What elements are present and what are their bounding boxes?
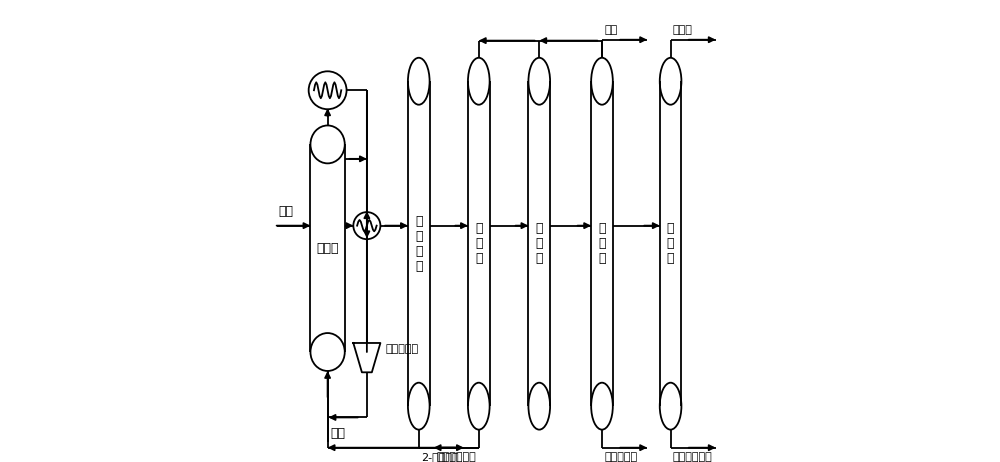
- Text: 脱
水
塔: 脱 水 塔: [536, 222, 543, 265]
- Ellipse shape: [468, 58, 490, 105]
- Text: 有机轻组分: 有机轻组分: [604, 452, 637, 462]
- Text: 废
水
塔: 废 水 塔: [598, 222, 606, 265]
- Text: 轻
组
分
塔: 轻 组 分 塔: [415, 215, 423, 273]
- Circle shape: [309, 71, 347, 109]
- Ellipse shape: [468, 383, 490, 430]
- Ellipse shape: [310, 333, 345, 371]
- Ellipse shape: [591, 58, 613, 105]
- Ellipse shape: [408, 383, 430, 430]
- Text: 废水: 废水: [604, 25, 617, 35]
- Text: 氢气: 氢气: [330, 427, 345, 440]
- Text: 甲基异丁基酮: 甲基异丁基酮: [673, 452, 713, 462]
- Text: 丙酮: 丙酮: [279, 205, 294, 218]
- Ellipse shape: [660, 383, 681, 430]
- Ellipse shape: [528, 383, 550, 430]
- Ellipse shape: [591, 383, 613, 430]
- Ellipse shape: [528, 58, 550, 105]
- Ellipse shape: [310, 126, 345, 164]
- Ellipse shape: [660, 58, 681, 105]
- Text: 产
品
塔: 产 品 塔: [667, 222, 674, 265]
- Text: 2-甲基戊烷: 2-甲基戊烷: [421, 452, 459, 462]
- Text: 重组分: 重组分: [673, 25, 693, 35]
- Text: 丙酮循环利用: 丙酮循环利用: [437, 452, 477, 462]
- Text: 氢气压缩机: 氢气压缩机: [386, 344, 419, 353]
- Text: 反应器: 反应器: [316, 242, 339, 255]
- Ellipse shape: [408, 58, 430, 105]
- Text: 丙
酮
塔: 丙 酮 塔: [475, 222, 483, 265]
- Circle shape: [353, 212, 380, 239]
